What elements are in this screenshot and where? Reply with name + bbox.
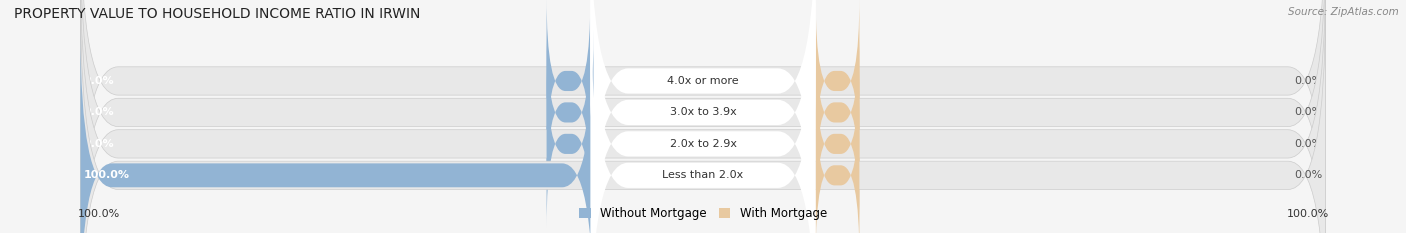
FancyBboxPatch shape — [547, 28, 591, 197]
FancyBboxPatch shape — [80, 1, 1326, 233]
Text: 0.0%: 0.0% — [1294, 170, 1323, 180]
Text: 100.0%: 100.0% — [83, 170, 129, 180]
FancyBboxPatch shape — [815, 91, 859, 233]
FancyBboxPatch shape — [80, 0, 1326, 233]
Text: 0.0%: 0.0% — [83, 139, 114, 149]
Text: 4.0x or more: 4.0x or more — [668, 76, 738, 86]
FancyBboxPatch shape — [80, 30, 593, 233]
Text: 0.0%: 0.0% — [1294, 139, 1323, 149]
FancyBboxPatch shape — [547, 60, 591, 228]
Text: 100.0%: 100.0% — [77, 209, 120, 219]
FancyBboxPatch shape — [80, 0, 1326, 233]
FancyBboxPatch shape — [815, 60, 859, 228]
FancyBboxPatch shape — [80, 0, 1326, 233]
Text: 0.0%: 0.0% — [83, 107, 114, 117]
Text: 3.0x to 3.9x: 3.0x to 3.9x — [669, 107, 737, 117]
Text: PROPERTY VALUE TO HOUSEHOLD INCOME RATIO IN IRWIN: PROPERTY VALUE TO HOUSEHOLD INCOME RATIO… — [14, 7, 420, 21]
FancyBboxPatch shape — [815, 28, 859, 197]
FancyBboxPatch shape — [591, 0, 815, 233]
FancyBboxPatch shape — [591, 0, 815, 233]
FancyBboxPatch shape — [815, 0, 859, 165]
Text: 2.0x to 2.9x: 2.0x to 2.9x — [669, 139, 737, 149]
Text: Less than 2.0x: Less than 2.0x — [662, 170, 744, 180]
FancyBboxPatch shape — [591, 0, 815, 233]
Text: 0.0%: 0.0% — [1294, 76, 1323, 86]
Legend: Without Mortgage, With Mortgage: Without Mortgage, With Mortgage — [579, 207, 827, 220]
FancyBboxPatch shape — [547, 0, 591, 165]
Text: 0.0%: 0.0% — [1294, 107, 1323, 117]
Text: 0.0%: 0.0% — [83, 76, 114, 86]
Text: Source: ZipAtlas.com: Source: ZipAtlas.com — [1288, 7, 1399, 17]
FancyBboxPatch shape — [591, 0, 815, 233]
Text: 100.0%: 100.0% — [1286, 209, 1329, 219]
